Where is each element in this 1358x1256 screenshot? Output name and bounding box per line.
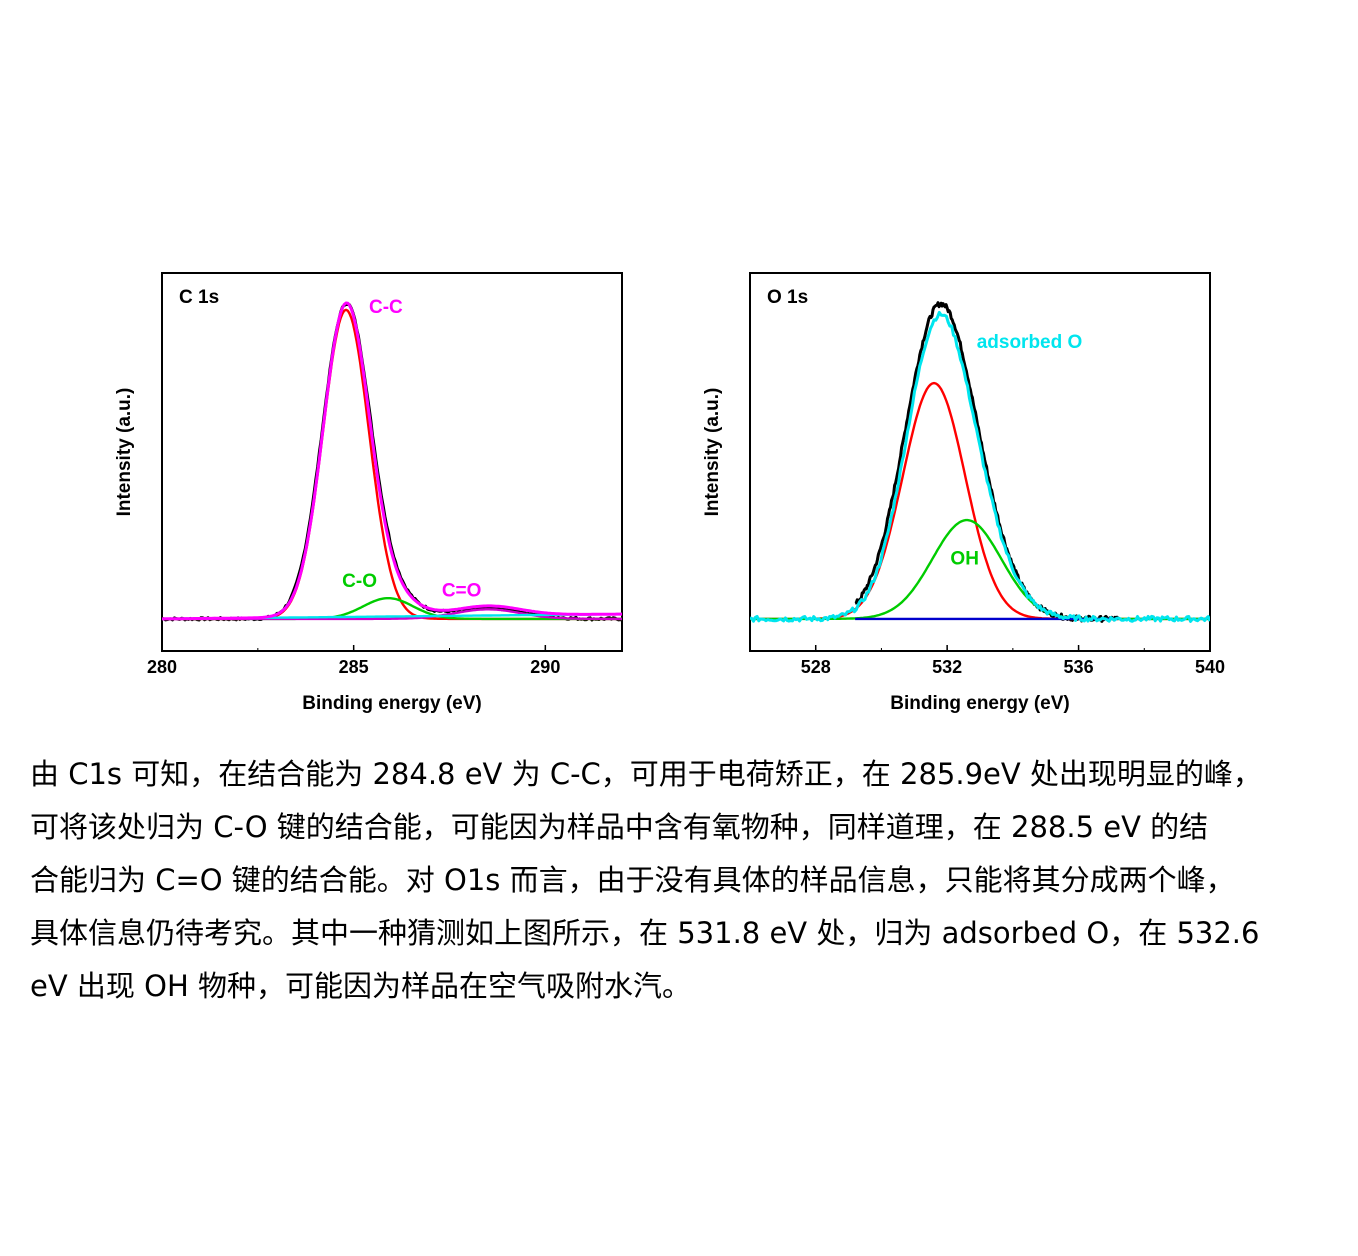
x-axis-label: Binding energy (eV)	[890, 693, 1069, 714]
x-tick-label: 290	[530, 657, 560, 677]
xps-figure: 280 285 290 Binding energy (eV) Intensity (a…	[114, 272, 1225, 714]
peak-annotation: OH	[950, 549, 979, 570]
o1s-chart: 528 532 536 540 Binding energy (eV) Intensity…	[702, 272, 1225, 714]
description-paragraph: 由 C1s 可知，在结合能为 284.8 eV 为 C-C，可用于电荷矫正，在 …	[30, 748, 1340, 1013]
series-peak-line	[162, 308, 622, 621]
c1s-chart: 280 285 290 Binding energy (eV) Intensity (a…	[114, 272, 623, 714]
paragraph-line-2: 可将该处归为 C-O 键的结合能，可能因为样品中含有氧物种，同样道理，在 288…	[30, 810, 1209, 844]
y-axis-label: Intensity (a.u.)	[702, 388, 723, 517]
peak-annotation: C-O	[342, 571, 377, 592]
paragraph-line-4: 具体信息仍待考究。其中一种猜测如上图所示，在 531.8 eV 处，归为 ads…	[30, 916, 1260, 950]
x-tick-label: 528	[801, 657, 831, 677]
x-tick-label: 280	[147, 657, 177, 677]
panel-label: C 1s	[179, 287, 219, 308]
series-peak-line	[750, 381, 1210, 621]
peak-annotation: C=O	[442, 581, 482, 602]
paragraph-line-5: eV 出现 OH 物种，可能因为样品在空气吸附水汽。	[30, 969, 691, 1003]
peak-annotation: adsorbed O	[977, 332, 1083, 353]
x-axis-label: Binding energy (eV)	[302, 693, 481, 714]
series-envelope-line	[162, 301, 622, 621]
x-tick-label: 285	[339, 657, 369, 677]
x-tick-label: 540	[1195, 657, 1225, 677]
panel-label: O 1s	[767, 287, 808, 308]
peak-annotation: C-C	[369, 297, 403, 318]
series-envelope-line	[750, 310, 1210, 623]
plot-frame	[161, 272, 623, 652]
paragraph-line-1: 由 C1s 可知，在结合能为 284.8 eV 为 C-C，可用于电荷矫正，在 …	[30, 757, 1262, 791]
plot-frame	[749, 272, 1211, 652]
x-tick-label: 536	[1064, 657, 1094, 677]
x-tick-label: 532	[932, 657, 962, 677]
y-axis-label: Intensity (a.u.)	[114, 388, 135, 517]
paragraph-line-3: 合能归为 C=O 键的结合能。对 O1s 而言，由于没有具体的样品信息，只能将其…	[30, 863, 1235, 897]
